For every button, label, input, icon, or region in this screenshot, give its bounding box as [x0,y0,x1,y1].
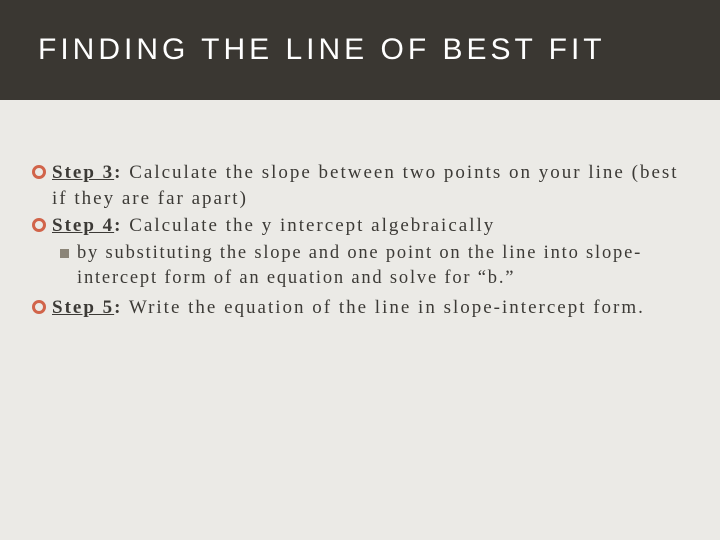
bullet-text: Step 4: Calculate the y intercept algebr… [52,213,688,239]
slide-content: Step 3: Calculate the slope between two … [0,100,720,321]
step-body: Calculate the slope between two points o… [52,162,679,209]
sub-bullet-text: by substituting the slope and one point … [77,241,688,291]
step-body: Write the equation of the line in slope-… [122,297,644,318]
slide-title: FINDING THE LINE OF BEST FIT [38,33,606,67]
ring-bullet-icon [32,165,46,179]
step-label: Step 3 [52,162,114,183]
sub-bullet-item: by substituting the slope and one point … [32,241,688,291]
step-body: Calculate the y intercept algebraically [122,215,495,236]
step-label: Step 4 [52,215,114,236]
ring-bullet-icon [32,300,46,314]
bullet-text: Step 3: Calculate the slope between two … [52,160,688,211]
bullet-item-step3: Step 3: Calculate the slope between two … [32,160,688,211]
step-label: Step 5 [52,297,114,318]
bullet-item-step4: Step 4: Calculate the y intercept algebr… [32,213,688,239]
ring-bullet-icon [32,218,46,232]
square-bullet-icon [60,249,69,258]
bullet-item-step5: Step 5: Write the equation of the line i… [32,295,688,321]
bullet-text: Step 5: Write the equation of the line i… [52,295,688,321]
slide-header: FINDING THE LINE OF BEST FIT [0,0,720,100]
